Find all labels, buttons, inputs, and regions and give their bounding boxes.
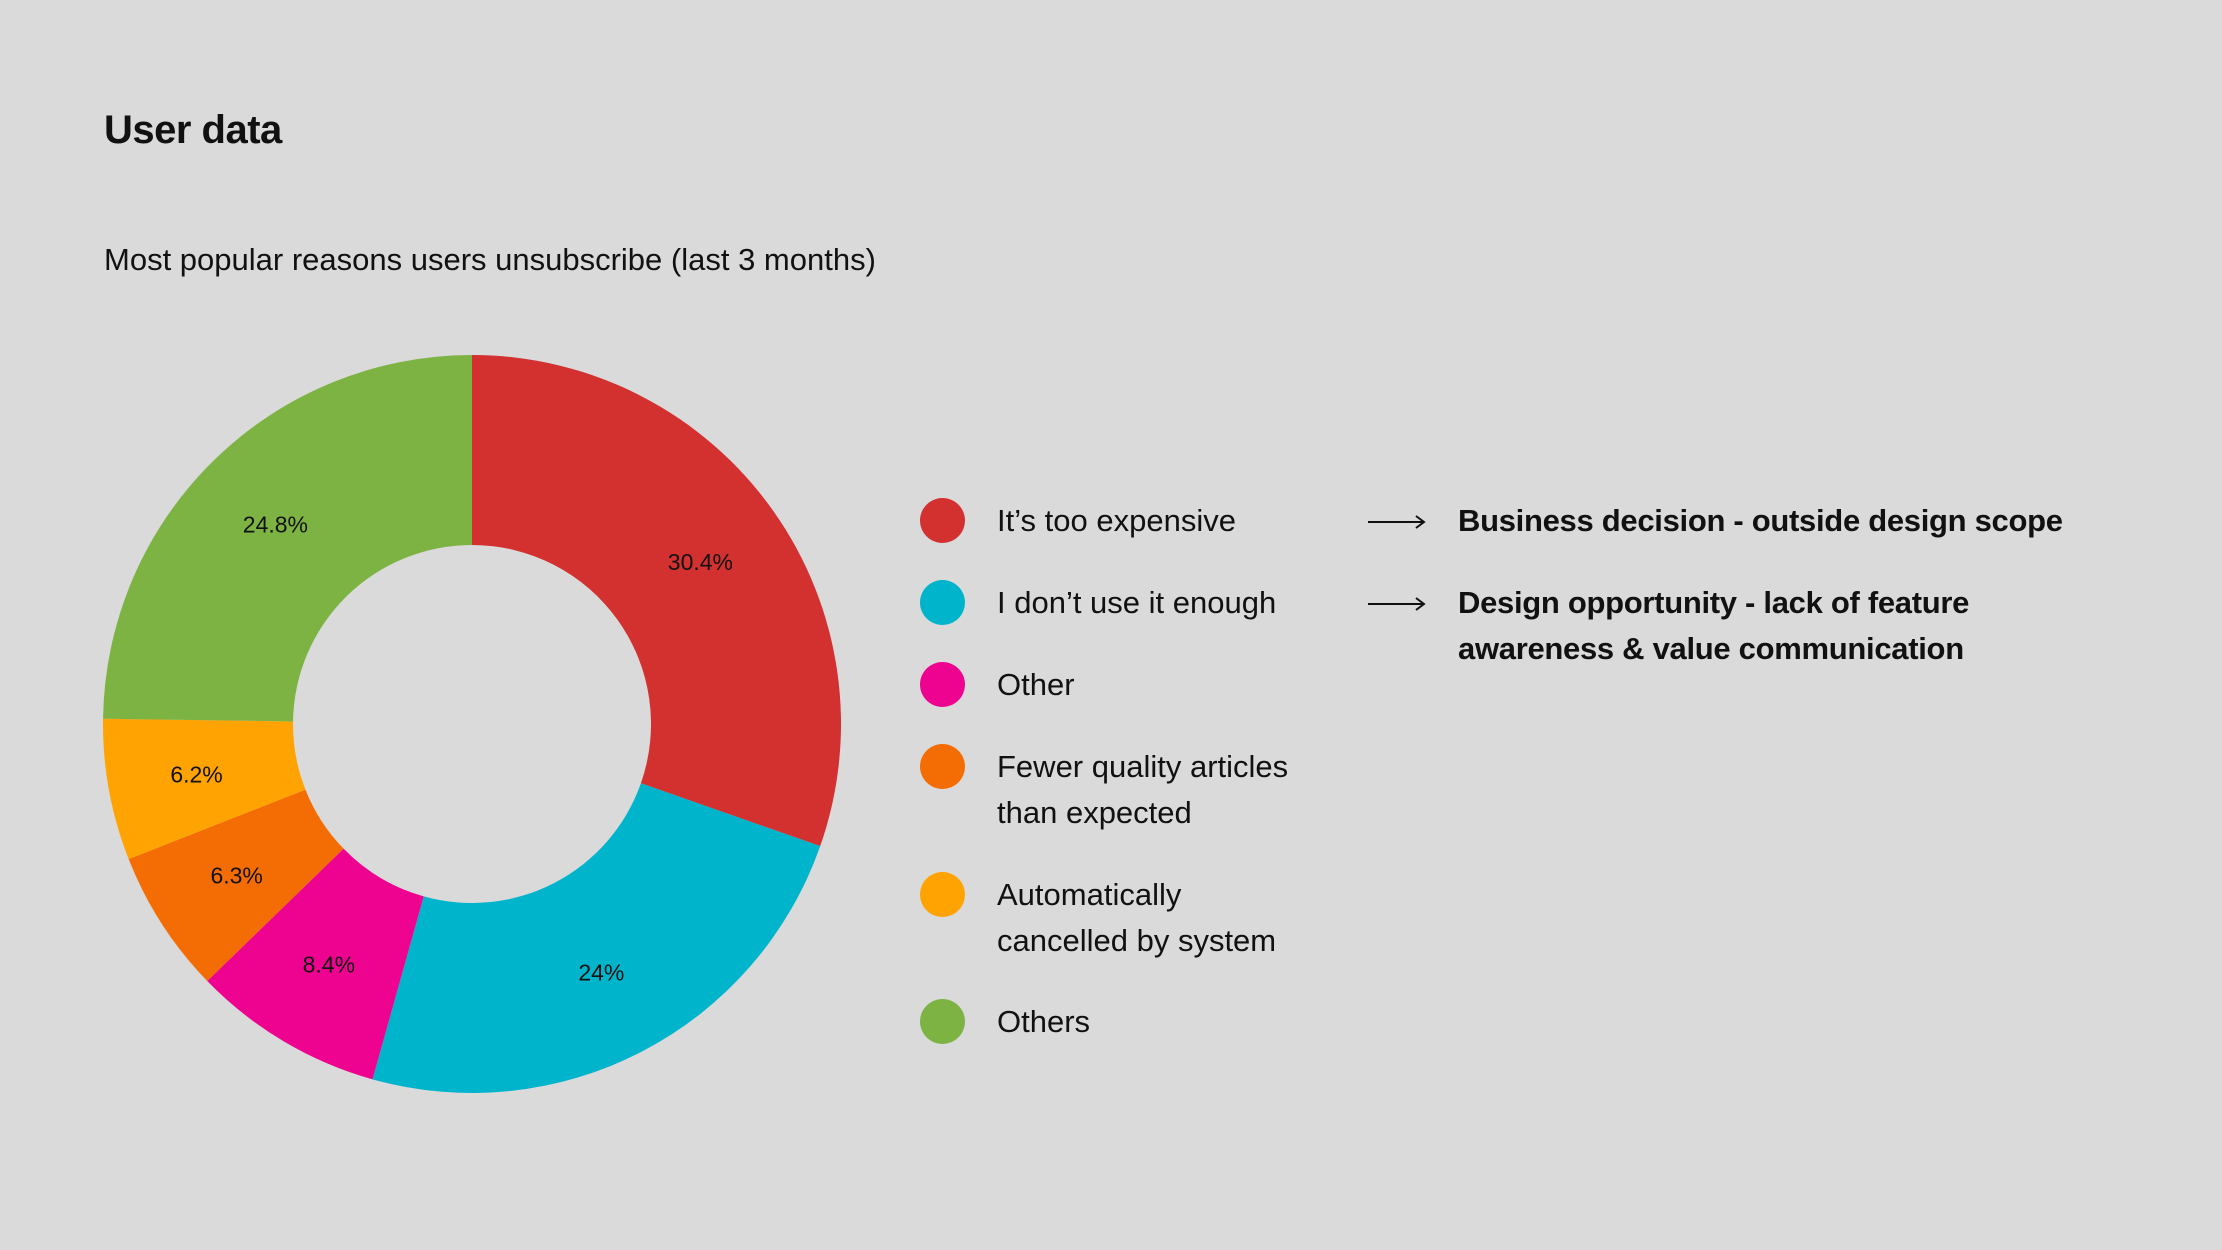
legend-label-other: Other [997, 667, 1075, 702]
chart-title: Most popular reasons users unsubscribe (… [104, 242, 876, 277]
callout-business-decision: Business decision - outside design scope [1366, 498, 2178, 544]
donut-slice-fewer-articles [128, 789, 344, 982]
legend-swatch-dont-use-enough [920, 580, 965, 625]
legend-item-dont-use-enough: I don’t use it enough [920, 580, 1317, 626]
page-title: User data [104, 108, 282, 152]
donut-data-labels: 30.4% 24% 8.4% 6.3% 6.2% 24.8% [170, 512, 733, 986]
legend-item-auto-cancelled: Automatically cancelled by system [920, 872, 1317, 964]
legend-item-other: Other [920, 662, 1317, 708]
legend-label-others: Others [997, 1004, 1091, 1039]
legend-swatch-too-expensive [920, 498, 965, 543]
donut-slice-dont-use-enough [372, 783, 821, 1094]
donut-slice-other [207, 848, 424, 1080]
donut-slice-too-expensive [472, 355, 841, 847]
legend-swatch-fewer-articles [920, 744, 965, 789]
legend-label-too-expensive: It’s too expensive [997, 503, 1236, 538]
arrow-right-icon [1368, 515, 1426, 529]
data-label-dont-use-enough: 24% [578, 959, 624, 985]
legend-item-too-expensive: It’s too expensive [920, 498, 1317, 544]
data-label-others: 24.8% [243, 512, 308, 538]
data-label-auto-cancelled: 6.2% [170, 761, 222, 787]
callout-design-opportunity: Design opportunity - lack of feature awa… [1366, 580, 2058, 672]
donut-chart: 30.4% 24% 8.4% 6.3% 6.2% 24.8% [102, 354, 841, 1094]
legend-swatch-auto-cancelled [920, 872, 965, 917]
callout-text-business-decision: Business decision - outside design scope [1458, 503, 2063, 538]
data-label-other: 8.4% [303, 952, 355, 978]
data-label-too-expensive: 30.4% [668, 549, 733, 575]
legend-swatch-other [920, 662, 965, 707]
data-label-fewer-articles: 6.3% [210, 863, 262, 889]
legend-swatch-others [920, 999, 965, 1044]
donut-slices [102, 354, 841, 1094]
legend-label-auto-cancelled: Automatically cancelled by system [997, 877, 1277, 958]
legend-label-dont-use-enough: I don’t use it enough [997, 585, 1277, 620]
legend-item-fewer-articles: Fewer quality articles than expected [920, 744, 1317, 836]
legend-item-others: Others [920, 999, 1317, 1045]
arrow-right-icon [1368, 597, 1426, 611]
donut-slice-others [103, 354, 472, 722]
donut-slice-auto-cancelled [102, 718, 306, 860]
chart-legend: It’s too expensive I don’t use it enough… [920, 0, 1340, 1250]
legend-label-fewer-articles: Fewer quality articles than expected [997, 749, 1289, 830]
callout-text-design-opportunity: Design opportunity - lack of feature awa… [1458, 585, 1970, 666]
